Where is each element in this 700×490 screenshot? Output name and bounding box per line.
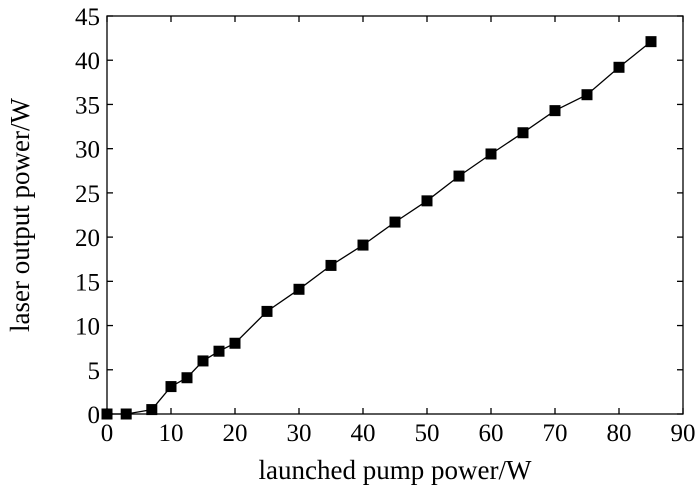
data-point-marker [165, 381, 177, 393]
x-tick-label: 80 [607, 420, 632, 447]
data-point-marker [485, 148, 497, 160]
data-point-marker [181, 372, 193, 384]
y-tick-label: 40 [75, 48, 100, 75]
data-point-marker [357, 239, 369, 251]
x-tick-labels: 0 10 20 30 40 50 60 70 80 90 [101, 420, 696, 447]
axis-ticks [106, 15, 684, 415]
data-point-marker [120, 408, 132, 420]
data-point-marker [293, 283, 305, 295]
data-point-marker [453, 170, 465, 182]
data-point-marker [613, 61, 625, 73]
data-point-marker [213, 345, 225, 357]
x-tick-label: 10 [159, 420, 184, 447]
x-tick-label: 60 [479, 420, 504, 447]
x-tick-label: 70 [543, 420, 568, 447]
data-point-marker [229, 337, 241, 349]
x-tick-label: 20 [223, 420, 248, 447]
data-point-marker [549, 105, 561, 117]
data-point-marker [581, 89, 593, 101]
series [101, 36, 657, 420]
data-point-marker [146, 404, 158, 416]
x-tick-label: 30 [287, 420, 312, 447]
y-tick-label: 10 [75, 314, 100, 341]
y-tick-label: 0 [88, 402, 101, 429]
data-point-marker [325, 259, 337, 271]
y-tick-label: 30 [75, 137, 100, 164]
y-tick-label: 25 [75, 181, 100, 208]
series-line [107, 41, 652, 415]
y-tick-label: 15 [75, 269, 100, 296]
data-point-marker [197, 355, 209, 367]
y-tick-label: 45 [75, 4, 100, 31]
data-point-marker [389, 216, 401, 228]
x-axis-label: launched pump power/W [259, 455, 532, 485]
y-tick-label: 5 [88, 358, 101, 385]
x-tick-label: 40 [351, 420, 376, 447]
x-tick-label: 50 [415, 420, 440, 447]
data-point-marker [421, 195, 433, 207]
y-tick-label: 35 [75, 92, 100, 119]
data-point-marker [645, 36, 657, 48]
y-tick-label: 20 [75, 225, 100, 252]
data-point-marker [261, 305, 273, 317]
plot-frame [106, 15, 684, 415]
data-point-marker [101, 408, 113, 420]
x-tick-label: 90 [671, 420, 696, 447]
plot-area-frame [106, 15, 684, 415]
y-axis-label: laser output power/W [5, 98, 35, 332]
data-point-marker [517, 127, 529, 139]
x-tick-label: 0 [101, 420, 114, 447]
y-tick-labels: 0 5 10 15 20 25 30 35 40 45 [75, 4, 100, 429]
